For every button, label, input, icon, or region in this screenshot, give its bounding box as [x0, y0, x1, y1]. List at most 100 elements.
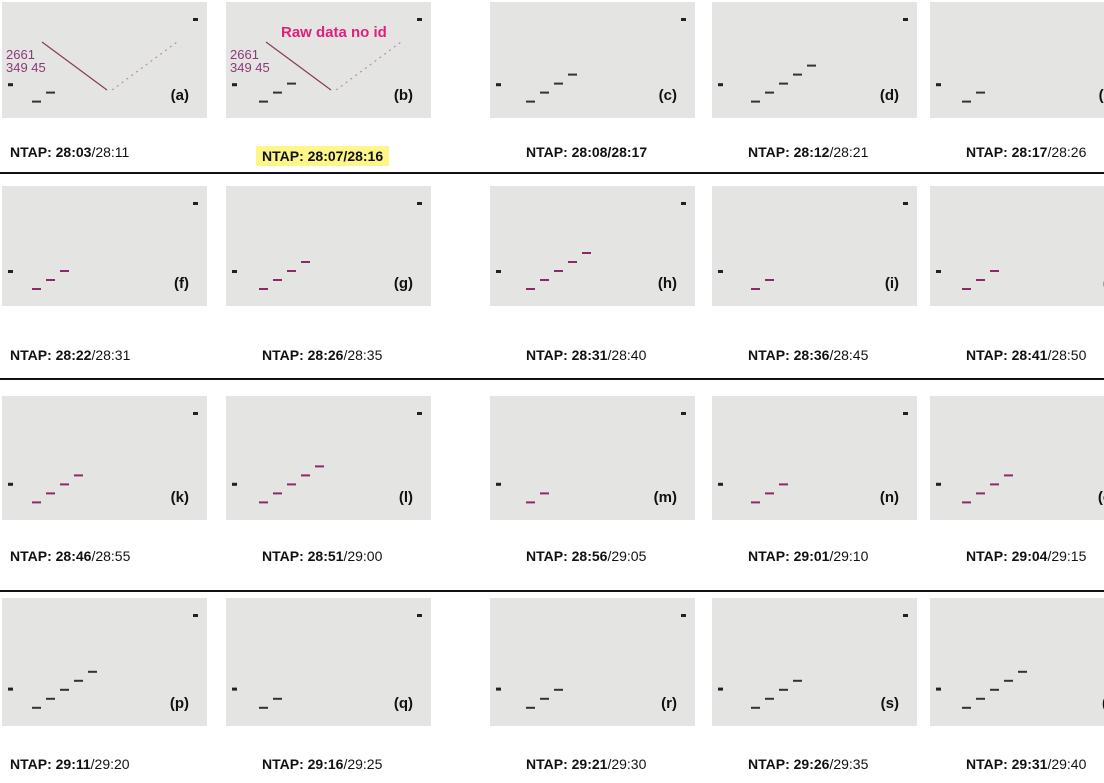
caption-bold: NTAP: 28:51 [262, 548, 343, 564]
caption-rest: /29:20 [91, 756, 130, 772]
blip [417, 202, 422, 205]
blip [751, 288, 760, 290]
blip [990, 483, 999, 485]
caption-bold: NTAP: 29:11 [10, 756, 91, 772]
blip [554, 689, 563, 691]
blip [793, 680, 802, 682]
blip [496, 688, 501, 691]
caption: NTAP: 28:12/28:21 [742, 142, 874, 162]
panel-label: (p) [170, 695, 189, 712]
caption-bold: NTAP: 28:46 [10, 548, 91, 564]
caption-bold: NTAP: 28:36 [748, 347, 829, 363]
caption-bold: NTAP: 29:01 [748, 548, 829, 564]
blip [417, 412, 422, 415]
caption-bold: NTAP: 29:31 [966, 756, 1047, 772]
caption: NTAP: 28:41/28:50 [960, 345, 1092, 365]
blip [8, 483, 13, 486]
blip [526, 501, 535, 503]
panel-label: (g) [394, 275, 413, 292]
caption: NTAP: 28:17/28:26 [960, 142, 1092, 162]
blip [60, 689, 69, 691]
blip [8, 270, 13, 273]
caption: NTAP: 28:03/28:11 [4, 142, 135, 162]
divider [0, 378, 1104, 380]
blip [232, 688, 237, 691]
caption-bold: NTAP: 28:08/28:17 [526, 144, 647, 160]
caption: NTAP: 28:56/29:05 [520, 546, 652, 566]
caption: NTAP: 28:07/28:16 [256, 146, 389, 166]
caption: NTAP: 29:21/29:30 [520, 754, 652, 774]
radar-panel: (d) [712, 2, 917, 118]
caption-bold: NTAP: 29:26 [748, 756, 829, 772]
caption: NTAP: 29:31/29:40 [960, 754, 1092, 774]
caption-rest: /28:45 [829, 347, 868, 363]
caption-bold: NTAP: 28:22 [10, 347, 91, 363]
caption-rest: /29:15 [1047, 548, 1086, 564]
blip [779, 483, 788, 485]
panel-label: (h) [658, 275, 677, 292]
caption-rest: /29:35 [829, 756, 868, 772]
blip [417, 614, 422, 617]
panel-label: (f) [174, 275, 189, 292]
caption-bold: NTAP: 28:12 [748, 144, 829, 160]
radar-panel: (n) [712, 396, 917, 520]
caption: NTAP: 29:16/29:25 [256, 754, 388, 774]
blip [903, 614, 908, 617]
panel-label: (m) [654, 489, 677, 506]
panel-label: (q) [394, 695, 413, 712]
blip [903, 202, 908, 205]
panel-label: (a) [171, 87, 189, 104]
caption-rest: /28:11 [91, 144, 129, 160]
caption-rest: /29:30 [607, 756, 646, 772]
blip [976, 698, 985, 700]
blip [287, 83, 296, 85]
blip [540, 92, 549, 94]
blip [681, 202, 686, 205]
caption: NTAP: 28:22/28:31 [4, 345, 136, 365]
blip-trail [336, 42, 401, 90]
blip [765, 492, 774, 494]
radar-panel: (r) [490, 598, 695, 726]
blip [582, 252, 591, 254]
caption-bold: NTAP: 28:03 [10, 144, 91, 160]
radar-panel: (j) [930, 186, 1104, 306]
radar-panel: (q) [226, 598, 431, 726]
caption: NTAP: 29:26/29:35 [742, 754, 874, 774]
caption-bold: NTAP: 28:26 [262, 347, 343, 363]
radar-panel: (c) [490, 2, 695, 118]
blip [193, 202, 198, 205]
blip-trail [266, 42, 331, 90]
blip [496, 83, 501, 86]
blip [232, 270, 237, 273]
blip [976, 92, 985, 94]
blip [751, 101, 760, 103]
blip [60, 483, 69, 485]
blip [496, 270, 501, 273]
caption-rest: /28:31 [91, 347, 130, 363]
radar-panel: (f) [2, 186, 207, 306]
caption-bold: NTAP: 28:56 [526, 548, 607, 564]
caption-rest: /29:00 [343, 548, 382, 564]
divider [0, 172, 1104, 174]
blip [273, 92, 282, 94]
blip [74, 474, 83, 476]
blip [718, 270, 723, 273]
blip [46, 279, 55, 281]
blip [301, 261, 310, 263]
radar-panel: (s) [712, 598, 917, 726]
panel-label: (s) [881, 695, 899, 712]
blip [193, 412, 198, 415]
blip [962, 101, 971, 103]
blip [779, 83, 788, 85]
caption-rest: /28:55 [91, 548, 130, 564]
caption: NTAP: 28:31/28:40 [520, 345, 652, 365]
caption: NTAP: 29:01/29:10 [742, 546, 874, 566]
panel-label: (n) [880, 489, 899, 506]
blip-trail [112, 42, 177, 90]
blip [751, 707, 760, 709]
caption-rest: /29:05 [607, 548, 646, 564]
divider [0, 590, 1104, 592]
radar-panel: (m) [490, 396, 695, 520]
caption: NTAP: 28:36/28:45 [742, 345, 874, 365]
